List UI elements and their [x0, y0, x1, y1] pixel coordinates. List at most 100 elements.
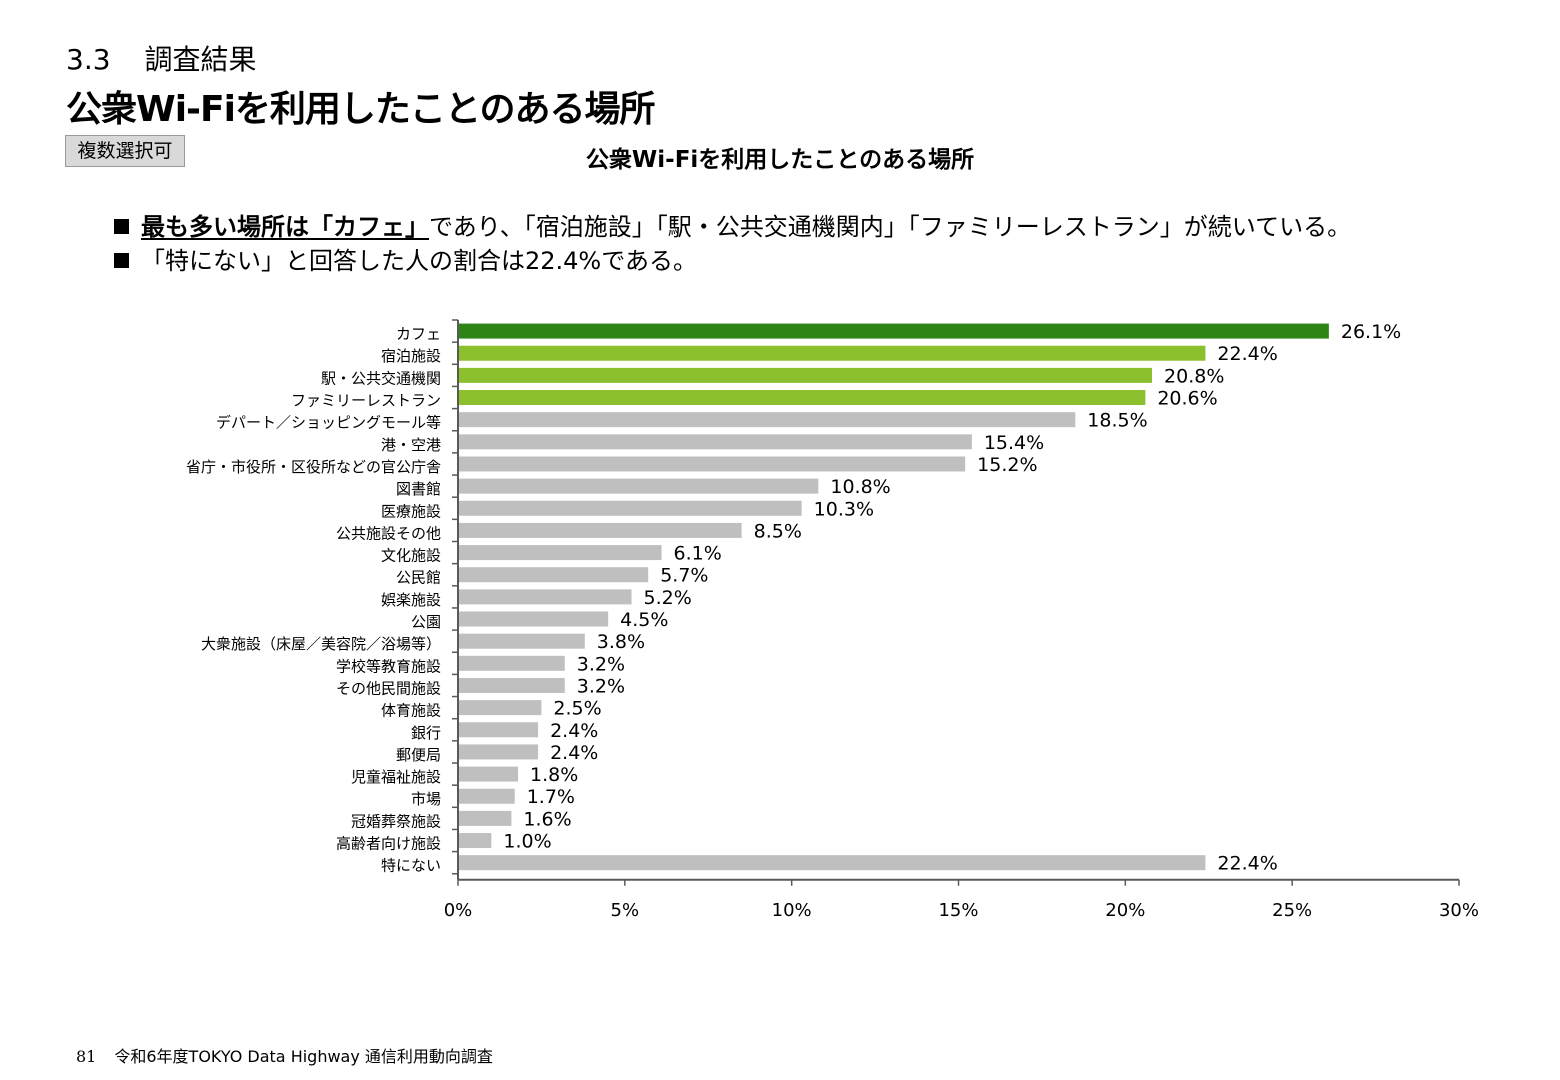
category-label: カフェ — [396, 325, 441, 343]
data-label: 8.5% — [754, 520, 802, 542]
category-label: 図書館 — [396, 480, 441, 498]
summary-bullet-2-text: 「特にない」と回答した人の割合は22.4%である。 — [141, 247, 698, 275]
data-label: 1.0% — [503, 831, 551, 853]
bar — [458, 567, 649, 583]
category-label: 高齢者向け施設 — [336, 835, 441, 853]
x-tick-label: 15% — [938, 900, 978, 920]
summary-bullet-2: 「特にない」と回答した人の割合は22.4%である。 — [114, 244, 1351, 278]
category-label: 銀行 — [411, 724, 441, 742]
bar — [458, 833, 492, 849]
bar — [458, 700, 542, 716]
data-label: 1.7% — [527, 786, 575, 808]
data-label: 2.4% — [550, 720, 598, 742]
category-label: 大衆施設（床屋／美容院／浴場等） — [201, 635, 441, 653]
category-label: その他民間施設 — [336, 679, 441, 697]
bar — [458, 611, 609, 627]
bar — [458, 589, 632, 605]
summary-bullet-1: 最も多い場所は「カフェ」であり、「宿泊施設」「駅・公共交通機関内」「ファミリーレ… — [114, 210, 1351, 244]
section-label: 調査結果 — [144, 43, 257, 76]
bar — [458, 323, 1329, 339]
summary-emphasis: 最も多い場所は「カフェ」 — [141, 213, 429, 241]
data-label: 4.5% — [620, 609, 668, 631]
category-label: 公園 — [411, 613, 441, 631]
category-label: 省庁・市役所・区役所などの官公庁舎 — [186, 458, 441, 476]
category-label: 宿泊施設 — [381, 347, 441, 365]
x-tick-label: 20% — [1105, 900, 1145, 920]
data-label: 1.6% — [523, 808, 571, 830]
category-label: 冠婚葬祭施設 — [351, 812, 441, 830]
bar — [458, 545, 662, 561]
category-label: 学校等教育施設 — [336, 657, 441, 675]
data-label: 15.4% — [984, 432, 1044, 454]
chart-title: 公衆Wi-Fiを利用したことのある場所 — [585, 147, 975, 173]
category-label: 娯楽施設 — [381, 591, 441, 609]
summary-bullets: 最も多い場所は「カフェ」であり、「宿泊施設」「駅・公共交通機関内」「ファミリーレ… — [114, 210, 1351, 278]
data-label: 20.6% — [1157, 388, 1217, 410]
data-label: 22.4% — [1217, 853, 1277, 875]
category-label: デパート／ショッピングモール等 — [216, 414, 441, 432]
bar-chart: カフェ 26.1% 宿泊施設 22.4% 駅・公共交通機関 20.8% ファミリーレストラン… — [186, 319, 1479, 920]
data-label: 3.2% — [577, 675, 625, 697]
summary-bullet-1-text: であり、「宿泊施設」「駅・公共交通機関内」「ファミリーレストラン」が続いている。 — [429, 213, 1352, 241]
data-label: 20.8% — [1164, 365, 1224, 387]
category-label: 体育施設 — [381, 702, 441, 720]
category-label: 市場 — [411, 790, 441, 808]
data-label: 5.2% — [644, 587, 692, 609]
page-number: 81 — [76, 1047, 97, 1066]
bar — [458, 677, 565, 693]
category-label: 公共施設その他 — [336, 524, 441, 542]
x-tick-label: 5% — [611, 900, 640, 920]
bar — [458, 390, 1146, 406]
report-title: 令和6年度TOKYO Data Highway 通信利用動向調査 — [114, 1047, 493, 1066]
x-tick-label: 10% — [772, 900, 812, 920]
bar — [458, 744, 539, 760]
x-tick-label: 0% — [444, 900, 473, 920]
bar — [458, 456, 966, 472]
bar — [458, 633, 585, 649]
page-title: 公衆Wi-Fiを利用したことのある場所 — [66, 89, 656, 130]
bar — [458, 500, 802, 516]
data-label: 10.3% — [814, 498, 874, 520]
bar — [458, 434, 972, 450]
category-label: ファミリーレストラン — [291, 392, 441, 410]
category-label: 駅・公共交通機関 — [321, 369, 441, 387]
bar — [458, 655, 565, 671]
multiple-choice-tag: 複数選択可 — [65, 135, 185, 167]
summary-emphasis-quote: 「カフェ」 — [309, 213, 429, 241]
bar — [458, 766, 519, 782]
data-label: 1.8% — [530, 764, 578, 786]
square-bullet-icon — [114, 219, 129, 234]
bar — [458, 345, 1206, 361]
summary-emphasis-prefix: 最も多い場所は — [141, 213, 309, 241]
bar — [458, 412, 1076, 428]
bar — [458, 522, 742, 538]
category-label: 公民館 — [396, 569, 441, 587]
category-label: 児童福祉施設 — [351, 768, 441, 786]
category-label: 医療施設 — [381, 502, 441, 520]
category-label: 特にない — [381, 857, 441, 875]
bar — [458, 722, 539, 738]
category-label: 郵便局 — [396, 746, 441, 764]
section-number: 3.3 — [66, 43, 111, 76]
data-label: 3.8% — [597, 631, 645, 653]
data-label: 22.4% — [1217, 343, 1277, 365]
category-label: 港・空港 — [381, 436, 441, 454]
data-label: 6.1% — [674, 543, 722, 565]
bar — [458, 788, 515, 804]
x-tick-label: 30% — [1439, 900, 1479, 920]
data-label: 2.4% — [550, 742, 598, 764]
category-label: 文化施設 — [381, 547, 441, 565]
data-label: 5.7% — [660, 565, 708, 587]
data-label: 15.2% — [977, 454, 1037, 476]
data-label: 18.5% — [1087, 410, 1147, 432]
footer: 81 令和6年度TOKYO Data Highway 通信利用動向調査 — [76, 1043, 493, 1067]
bar — [458, 478, 819, 494]
square-bullet-icon — [114, 253, 129, 268]
data-label: 2.5% — [553, 698, 601, 720]
x-tick-label: 25% — [1272, 900, 1312, 920]
data-label: 26.1% — [1341, 321, 1401, 343]
data-label: 10.8% — [830, 476, 890, 498]
bar — [458, 367, 1153, 383]
data-label: 3.2% — [577, 653, 625, 675]
bar — [458, 855, 1206, 871]
